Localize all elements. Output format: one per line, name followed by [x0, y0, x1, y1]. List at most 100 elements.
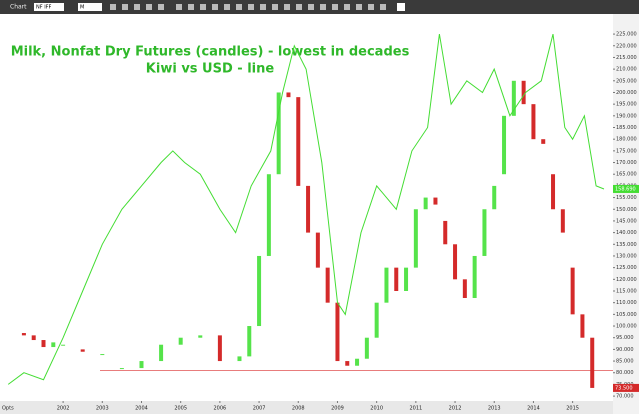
candle: [217, 335, 222, 362]
y-tick-label: 180.000: [616, 137, 637, 143]
candle: [257, 255, 262, 327]
candle: [570, 267, 575, 315]
candle: [119, 368, 124, 370]
kiwi-line: [7, 33, 605, 385]
y-tick-label: 135.000: [616, 242, 637, 248]
candle: [51, 342, 56, 348]
candle: [404, 267, 409, 291]
candle: [325, 267, 330, 303]
x-tick-label: 2004: [135, 406, 148, 412]
candle: [580, 314, 585, 338]
candle: [80, 349, 85, 352]
y-tick-label: 185.000: [616, 125, 637, 131]
x-tick-label: 2006: [214, 406, 227, 412]
candle: [364, 337, 369, 359]
price-axis: [613, 14, 639, 414]
candle: [560, 209, 565, 233]
chart-subtitle: Kiwi vs USD - line: [146, 62, 275, 77]
y-tick-label: 195.000: [616, 102, 637, 108]
y-tick-label: 105.000: [616, 312, 637, 318]
symbol-box[interactable]: [34, 3, 64, 11]
y-tick-label: 190.000: [616, 113, 637, 119]
y-tick-label: 170.000: [616, 160, 637, 166]
candle: [178, 337, 183, 345]
y-tick-label: 140.000: [616, 230, 637, 236]
x-tick-label: 2008: [292, 406, 305, 412]
toolbar: [0, 0, 639, 14]
x-tick-label: 2015: [566, 406, 579, 412]
time-axis: [0, 401, 613, 414]
candle: [315, 232, 320, 268]
y-tick-label: 150.000: [616, 207, 637, 213]
candle: [502, 115, 507, 175]
symbol[interactable]: NF IFF: [36, 5, 52, 11]
y-tick-label: 145.000: [616, 218, 637, 224]
candle: [355, 358, 360, 366]
candle: [443, 220, 448, 245]
y-tick-label: 130.000: [616, 253, 637, 259]
candle: [266, 174, 271, 256]
candle: [335, 302, 340, 362]
y-tick-label: 225.000: [616, 32, 637, 38]
candle: [511, 80, 516, 116]
y-tick-label: 80.000: [616, 370, 634, 376]
candle: [31, 335, 36, 341]
y-tick-label: 220.000: [616, 43, 637, 49]
y-tick-label: 175.000: [616, 148, 637, 154]
candle: [384, 267, 389, 303]
y-tick-label: 120.000: [616, 277, 637, 283]
x-tick-label: 2005: [174, 406, 187, 412]
candle: [100, 354, 105, 356]
candle: [541, 139, 546, 144]
x-tick-label: 2011: [409, 406, 422, 412]
interval-box[interactable]: [78, 3, 102, 11]
last-price-badge: [613, 383, 639, 392]
candle: [139, 361, 144, 369]
x-tick-label: 2009: [331, 406, 344, 412]
interval[interactable]: M: [80, 5, 84, 11]
y-tick-label: 165.000: [616, 172, 637, 178]
candle: [394, 267, 399, 291]
candle: [472, 255, 477, 299]
candle: [423, 197, 428, 210]
candle: [276, 92, 281, 175]
x-tick-label: 2002: [57, 406, 70, 412]
y-tick-label: 125.000: [616, 265, 637, 271]
y-tick-label: 85.000: [616, 359, 634, 365]
y-tick-label: 210.000: [616, 67, 637, 73]
chart-title: Milk, Nonfat Dry Futures (candles) - low…: [11, 45, 410, 60]
y-tick-label: 100.000: [616, 324, 637, 330]
candle: [345, 361, 350, 366]
candle: [492, 185, 497, 210]
line-last-badge: [613, 184, 639, 193]
options-button[interactable]: Opts: [2, 406, 14, 412]
y-tick-label: 205.000: [616, 78, 637, 84]
x-tick-label: 2012: [449, 406, 462, 412]
last-price-label: 73.500: [615, 385, 633, 391]
candle: [521, 80, 526, 105]
y-tick-label: 215.000: [616, 55, 637, 61]
window-title: Chart: [10, 4, 27, 11]
candle: [61, 344, 66, 346]
x-tick-label: 2003: [96, 406, 109, 412]
candle: [198, 335, 203, 338]
candle: [374, 302, 379, 338]
y-tick-label: 115.000: [616, 288, 637, 294]
candle: [286, 92, 291, 98]
candle: [21, 333, 26, 336]
candle: [41, 340, 46, 348]
x-tick-label: 2007: [253, 406, 266, 412]
y-tick-label: 200.000: [616, 90, 637, 96]
candle: [306, 185, 311, 233]
toolbar-icons: [110, 3, 405, 11]
x-tick-label: 2010: [370, 406, 383, 412]
candle: [462, 279, 467, 299]
x-tick-label: 2013: [488, 406, 501, 412]
x-tick-label: 2014: [527, 406, 540, 412]
candle: [433, 197, 438, 205]
candle: [531, 104, 536, 140]
candle: [551, 174, 556, 210]
candle: [413, 209, 418, 268]
